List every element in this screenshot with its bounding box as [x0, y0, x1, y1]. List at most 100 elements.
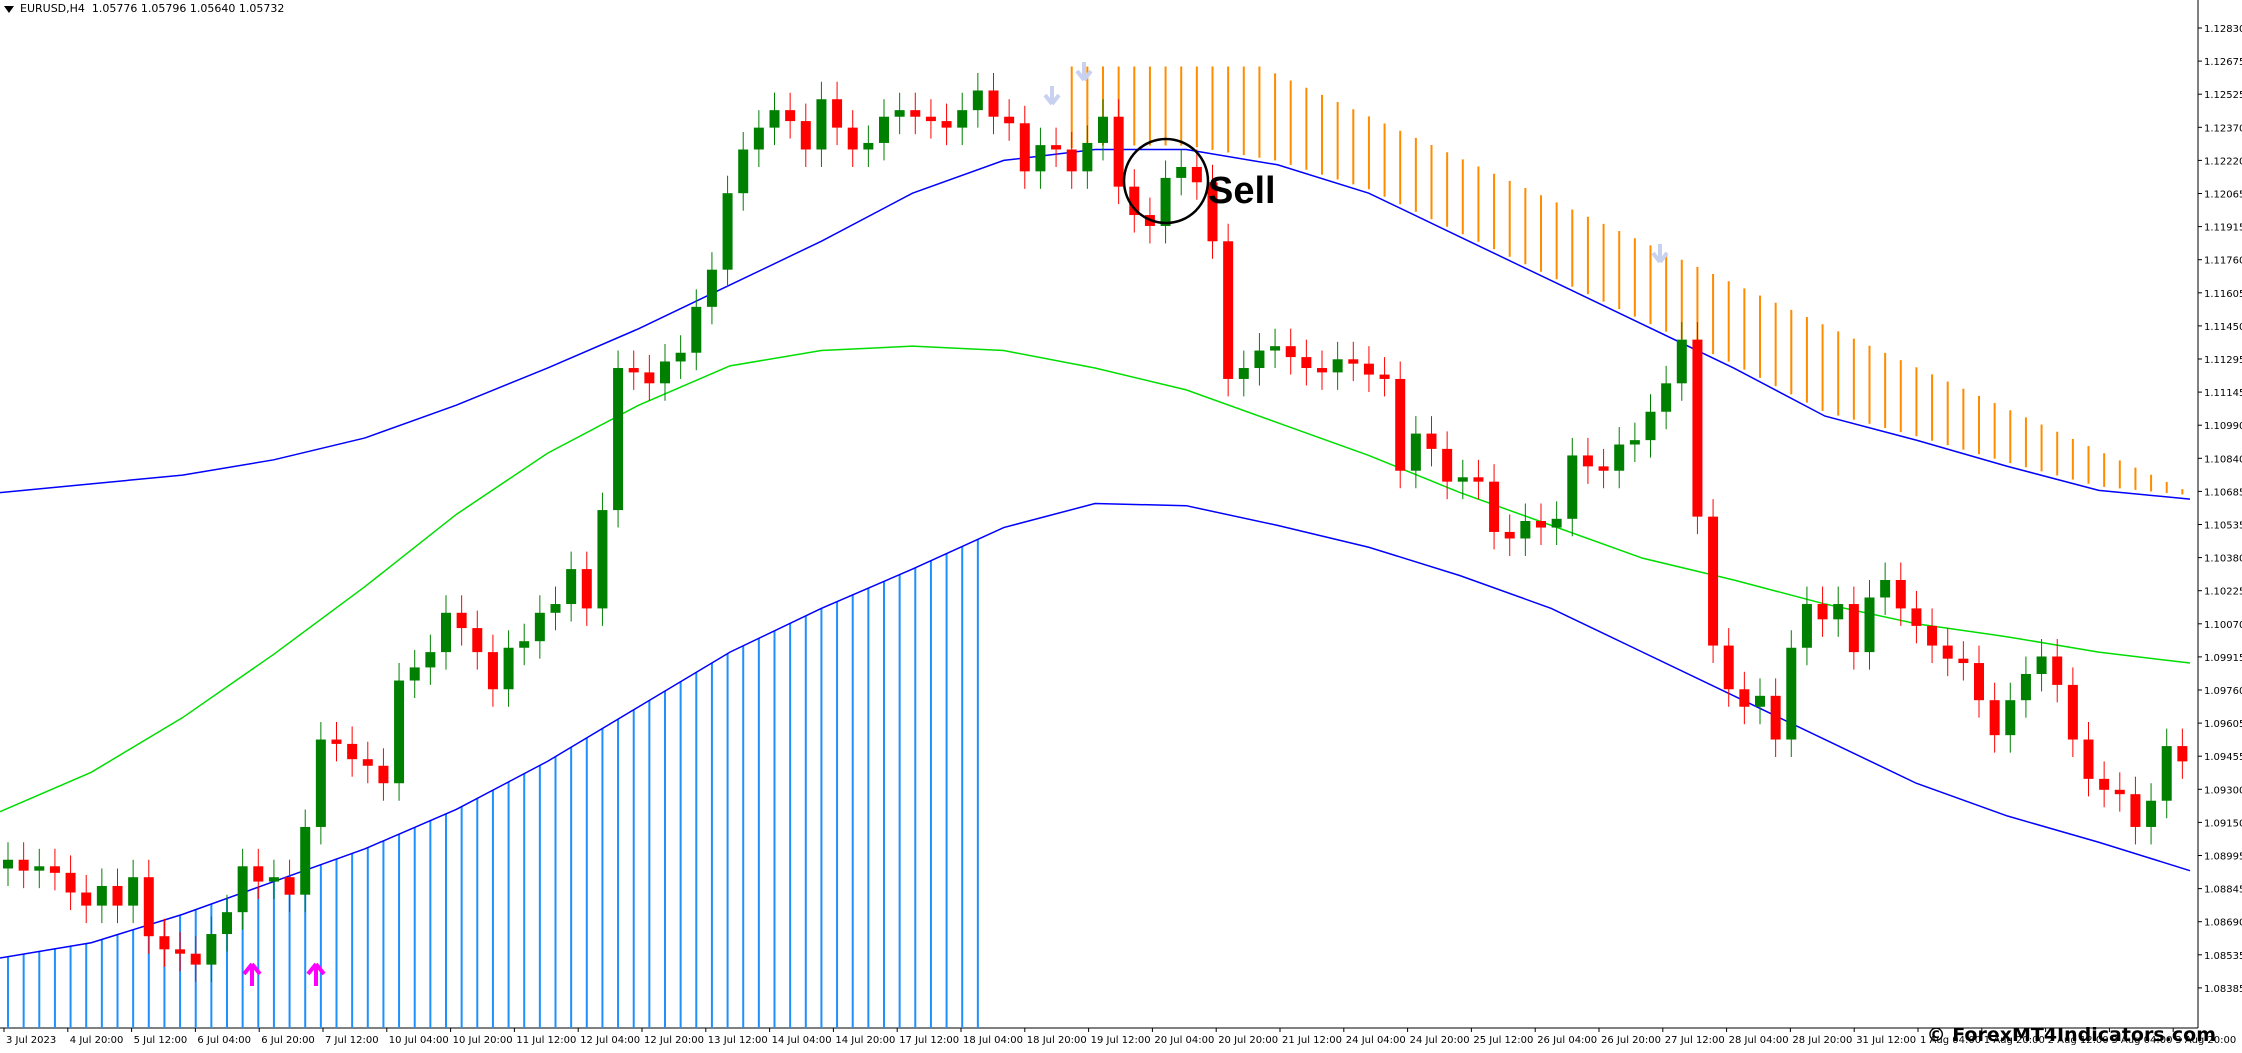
candle-bullish: [706, 269, 717, 307]
candle-bullish: [206, 934, 217, 965]
candle-bullish: [1410, 433, 1421, 471]
candle-bearish: [2099, 778, 2110, 790]
time-tick-label: 27 Jul 12:00: [1665, 1035, 1725, 1046]
price-tick-label: 1.11450: [2204, 322, 2242, 333]
price-tick-label: 1.10225: [2204, 587, 2242, 598]
candle-bullish: [753, 127, 764, 150]
price-tick-label: 1.12370: [2204, 123, 2242, 134]
candle-bearish: [2177, 746, 2188, 762]
price-tick-label: 1.10070: [2204, 620, 2242, 631]
sell-arrow-icon: [1075, 62, 1093, 82]
time-tick-label: 7 Jul 12:00: [325, 1035, 379, 1046]
price-tick-label: 1.11145: [2204, 388, 2242, 399]
candle-bullish: [1676, 339, 1687, 384]
candle-bullish: [894, 110, 905, 117]
candle-bullish: [816, 99, 827, 150]
time-tick-label: 19 Jul 12:00: [1091, 1035, 1151, 1046]
time-tick-label: 3 Jul 2023: [6, 1035, 56, 1046]
chart-menu-icon[interactable]: [4, 5, 14, 13]
time-tick-label: 13 Jul 12:00: [708, 1035, 768, 1046]
candle-bearish: [2114, 789, 2125, 795]
candle-bearish: [1504, 531, 1515, 539]
candle-bearish: [378, 765, 389, 784]
price-tick-label: 1.11605: [2204, 289, 2242, 300]
time-tick-label: 28 Jul 04:00: [1729, 1035, 1789, 1046]
price-tick-label: 1.10840: [2204, 454, 2242, 465]
time-tick-label: 21 Jul 12:00: [1282, 1035, 1342, 1046]
candle-bullish: [425, 652, 436, 668]
candle-bullish: [1880, 580, 1891, 598]
candle-bearish: [1019, 123, 1030, 172]
time-tick-label: 31 Jul 12:00: [1856, 1035, 1916, 1046]
candle-bullish: [1755, 695, 1765, 707]
candle-bearish: [1317, 368, 1327, 373]
candle-bearish: [644, 372, 655, 384]
candle-bullish: [441, 612, 451, 653]
time-tick-label: 6 Jul 04:00: [197, 1035, 251, 1046]
candle-bearish: [331, 739, 342, 744]
candle-bearish: [1958, 658, 1969, 664]
time-tick-label: 24 Jul 04:00: [1346, 1035, 1406, 1046]
candle-bullish: [2146, 800, 2157, 827]
candle-bearish: [1989, 700, 2000, 736]
price-tick-label: 1.12065: [2204, 190, 2242, 201]
candle-bearish: [1536, 521, 1546, 528]
candle-bearish: [832, 99, 843, 128]
candle-bearish: [1817, 604, 1828, 620]
candle-bullish: [1176, 166, 1187, 178]
candle-bullish: [1520, 521, 1531, 539]
candle-bullish: [1614, 444, 1625, 471]
candle-bullish: [222, 912, 232, 935]
candle-bearish: [65, 872, 76, 893]
candle-bullish: [738, 149, 749, 194]
candle-bullish: [1082, 142, 1093, 172]
time-tick-label: 25 Jul 12:00: [1473, 1035, 1533, 1046]
candle-bullish: [660, 361, 670, 384]
candle-bullish: [1661, 383, 1672, 412]
candle-bearish: [143, 877, 154, 937]
candle-bullish: [519, 641, 530, 648]
candle-bearish: [159, 936, 170, 950]
candle-bullish: [1645, 411, 1656, 441]
time-tick-label: 6 Jul 20:00: [261, 1035, 315, 1046]
candle-bullish: [1160, 177, 1171, 226]
candle-bullish: [1238, 368, 1249, 379]
candle-bearish: [1004, 116, 1015, 124]
candle-bearish: [628, 368, 639, 373]
candle-bullish: [2036, 656, 2047, 674]
candle-bearish: [1207, 182, 1218, 242]
time-tick-label: 17 Jul 12:00: [899, 1035, 959, 1046]
candle-bearish: [1708, 516, 1719, 646]
candle-bearish: [1426, 433, 1437, 449]
candle-bullish: [957, 110, 968, 128]
price-tick-label: 1.12830: [2204, 24, 2242, 35]
symbol-label: EURUSD,H4: [20, 2, 85, 15]
price-tick-label: 1.09300: [2204, 785, 2242, 796]
candle-bearish: [1692, 339, 1703, 517]
candle-bullish: [1270, 346, 1281, 351]
candle-bearish: [472, 628, 483, 653]
candle-bearish: [347, 743, 358, 760]
candle-bearish: [1301, 357, 1312, 369]
candle-bullish: [34, 866, 45, 871]
candle-bearish: [487, 652, 498, 690]
candle-bullish: [1801, 604, 1812, 648]
time-tick-label: 24 Jul 20:00: [1410, 1035, 1470, 1046]
time-tick-label: 14 Jul 20:00: [835, 1035, 895, 1046]
candle-bearish: [1473, 477, 1484, 482]
candle-bullish: [1035, 145, 1046, 172]
sell-circle-marker: [1122, 137, 1210, 225]
candle-bearish: [1051, 145, 1062, 150]
candle-bearish: [190, 953, 201, 965]
time-tick-label: 12 Jul 20:00: [644, 1035, 704, 1046]
time-tick-label: 4 Jul 20:00: [70, 1035, 124, 1046]
candle-bearish: [2052, 656, 2063, 685]
candle-bearish: [2130, 794, 2141, 827]
candle-bullish: [691, 306, 702, 353]
candle-bullish: [1786, 647, 1797, 740]
time-tick-label: 10 Jul 04:00: [389, 1035, 449, 1046]
candle-bearish: [1285, 346, 1296, 358]
time-tick-label: 1 Aug 04:00: [1920, 1035, 1981, 1046]
